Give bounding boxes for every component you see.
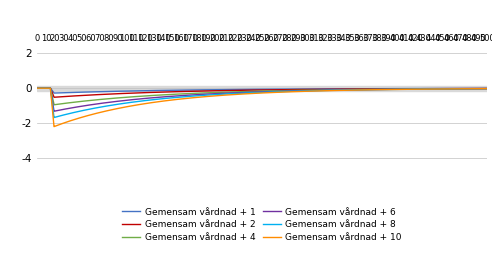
Gemensam vårdnad + 6 xyxy=(304,89,310,92)
Gemensam vårdnad + 10 xyxy=(304,90,310,93)
Gemensam vårdnad + 6 xyxy=(51,110,57,113)
Gemensam vårdnad + 1 xyxy=(116,90,122,93)
Gemensam vårdnad + 10 xyxy=(51,125,57,128)
Gemensam vårdnad + 1 xyxy=(51,91,57,95)
Gemensam vårdnad + 4 xyxy=(327,88,333,91)
Gemensam vårdnad + 1 xyxy=(327,87,333,91)
Legend: Gemensam vårdnad + 1, Gemensam vårdnad + 2, Gemensam vårdnad + 4, Gemensam vårdn: Gemensam vårdnad + 1, Gemensam vårdnad +… xyxy=(119,204,405,245)
Gemensam vårdnad + 8 xyxy=(206,93,212,97)
Bar xyxy=(37,86,487,91)
Gemensam vårdnad + 1 xyxy=(206,88,212,91)
Line: Gemensam vårdnad + 10: Gemensam vårdnad + 10 xyxy=(37,88,487,126)
Gemensam vårdnad + 8 xyxy=(304,89,310,93)
Gemensam vårdnad + 6 xyxy=(404,88,410,91)
Line: Gemensam vårdnad + 1: Gemensam vårdnad + 1 xyxy=(37,88,487,93)
Gemensam vårdnad + 4 xyxy=(304,88,310,92)
Gemensam vårdnad + 4 xyxy=(206,91,212,95)
Gemensam vårdnad + 1 xyxy=(304,87,310,91)
Gemensam vårdnad + 6 xyxy=(370,88,376,91)
Gemensam vårdnad + 10 xyxy=(116,107,122,110)
Gemensam vårdnad + 8 xyxy=(370,88,376,91)
Gemensam vårdnad + 1 xyxy=(370,87,376,90)
Gemensam vårdnad + 2 xyxy=(404,87,410,90)
Line: Gemensam vårdnad + 6: Gemensam vårdnad + 6 xyxy=(37,88,487,111)
Gemensam vårdnad + 4 xyxy=(484,87,490,90)
Gemensam vårdnad + 6 xyxy=(206,92,212,96)
Gemensam vårdnad + 8 xyxy=(34,86,40,90)
Gemensam vårdnad + 8 xyxy=(404,88,410,91)
Gemensam vårdnad + 2 xyxy=(116,92,122,95)
Gemensam vårdnad + 10 xyxy=(34,86,40,90)
Line: Gemensam vårdnad + 4: Gemensam vårdnad + 4 xyxy=(37,88,487,105)
Gemensam vårdnad + 2 xyxy=(51,96,57,99)
Gemensam vårdnad + 4 xyxy=(51,103,57,106)
Gemensam vårdnad + 2 xyxy=(370,87,376,91)
Gemensam vårdnad + 4 xyxy=(370,88,376,91)
Gemensam vårdnad + 6 xyxy=(484,87,490,90)
Gemensam vårdnad + 1 xyxy=(484,87,490,90)
Gemensam vårdnad + 2 xyxy=(484,87,490,90)
Gemensam vårdnad + 10 xyxy=(206,95,212,98)
Gemensam vårdnad + 2 xyxy=(327,88,333,91)
Gemensam vårdnad + 4 xyxy=(116,96,122,100)
Gemensam vårdnad + 4 xyxy=(34,86,40,90)
Gemensam vårdnad + 2 xyxy=(206,89,212,93)
Line: Gemensam vårdnad + 8: Gemensam vårdnad + 8 xyxy=(37,88,487,118)
Gemensam vårdnad + 10 xyxy=(327,89,333,92)
Gemensam vårdnad + 1 xyxy=(404,87,410,90)
Gemensam vårdnad + 10 xyxy=(370,88,376,91)
Gemensam vårdnad + 10 xyxy=(484,87,490,90)
Gemensam vårdnad + 8 xyxy=(327,89,333,92)
Gemensam vårdnad + 8 xyxy=(51,116,57,119)
Gemensam vårdnad + 8 xyxy=(484,87,490,90)
Gemensam vårdnad + 2 xyxy=(34,86,40,90)
Gemensam vårdnad + 2 xyxy=(304,88,310,91)
Line: Gemensam vårdnad + 2: Gemensam vårdnad + 2 xyxy=(37,88,487,97)
Gemensam vårdnad + 8 xyxy=(116,102,122,106)
Gemensam vårdnad + 6 xyxy=(327,88,333,92)
Gemensam vårdnad + 10 xyxy=(404,88,410,91)
Gemensam vårdnad + 4 xyxy=(404,87,410,91)
Gemensam vårdnad + 6 xyxy=(34,86,40,90)
Gemensam vårdnad + 1 xyxy=(34,86,40,90)
Gemensam vårdnad + 6 xyxy=(116,100,122,103)
